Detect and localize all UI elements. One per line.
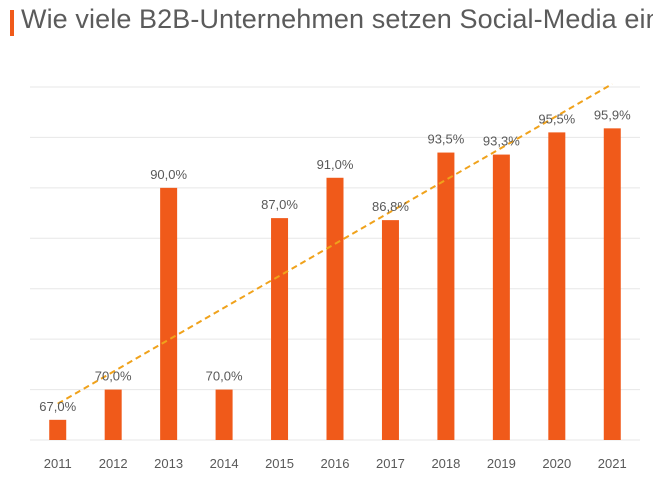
bar-2012 bbox=[104, 389, 122, 440]
chart-title: Wie viele B2B-Unternehmen setzen Social-… bbox=[21, 4, 653, 34]
x-tick-label-2015: 2015 bbox=[265, 456, 294, 471]
x-tick-label-2020: 2020 bbox=[542, 456, 571, 471]
data-label-2015: 87,0% bbox=[261, 197, 298, 212]
data-label-2016: 91,0% bbox=[317, 157, 354, 172]
x-tick-label-2013: 2013 bbox=[154, 456, 183, 471]
data-label-2020: 95,5% bbox=[538, 111, 575, 126]
x-tick-label-2021: 2021 bbox=[598, 456, 627, 471]
bar-2018 bbox=[437, 152, 455, 441]
data-label-2014: 70,0% bbox=[206, 369, 243, 384]
trendline bbox=[57, 83, 613, 405]
grid-lines bbox=[30, 86, 640, 441]
bar-2011 bbox=[49, 419, 67, 440]
x-axis-labels: 2011 2012 2013 2014 2015 2016 2017 2018 2019 2020… bbox=[44, 456, 627, 471]
bar-2019 bbox=[492, 154, 510, 440]
trendline-path bbox=[57, 83, 613, 405]
x-tick-label-2014: 2014 bbox=[210, 456, 239, 471]
data-label-2018: 93,5% bbox=[427, 132, 464, 147]
x-tick-label-2016: 2016 bbox=[321, 456, 350, 471]
bar-2016 bbox=[326, 177, 344, 440]
bar-2015 bbox=[271, 218, 289, 440]
x-tick-label-2012: 2012 bbox=[99, 456, 128, 471]
data-label-2013: 90,0% bbox=[150, 167, 187, 182]
x-tick-label-2019: 2019 bbox=[487, 456, 516, 471]
bars bbox=[49, 128, 621, 441]
data-label-2012: 70,0% bbox=[95, 369, 132, 384]
bar-2014 bbox=[215, 389, 233, 440]
data-label-2011: 67,0% bbox=[39, 399, 76, 414]
data-label-2017: 86,8% bbox=[372, 199, 409, 214]
bar-2020 bbox=[548, 132, 566, 440]
bar-2017 bbox=[381, 220, 399, 440]
x-tick-label-2017: 2017 bbox=[376, 456, 405, 471]
x-tick-label-2011: 2011 bbox=[44, 456, 72, 471]
data-label-2019: 93,3% bbox=[483, 134, 520, 149]
x-tick-label-2018: 2018 bbox=[431, 456, 460, 471]
title-accent-bar bbox=[10, 10, 14, 36]
data-labels: 67,0% 70,0% 90,0% 70,0% 87,0% 91,0% 86,8% 93,5%… bbox=[39, 107, 631, 413]
bar-2021 bbox=[603, 128, 621, 440]
data-label-2021: 95,9% bbox=[594, 107, 631, 122]
bar-2013 bbox=[160, 187, 178, 440]
